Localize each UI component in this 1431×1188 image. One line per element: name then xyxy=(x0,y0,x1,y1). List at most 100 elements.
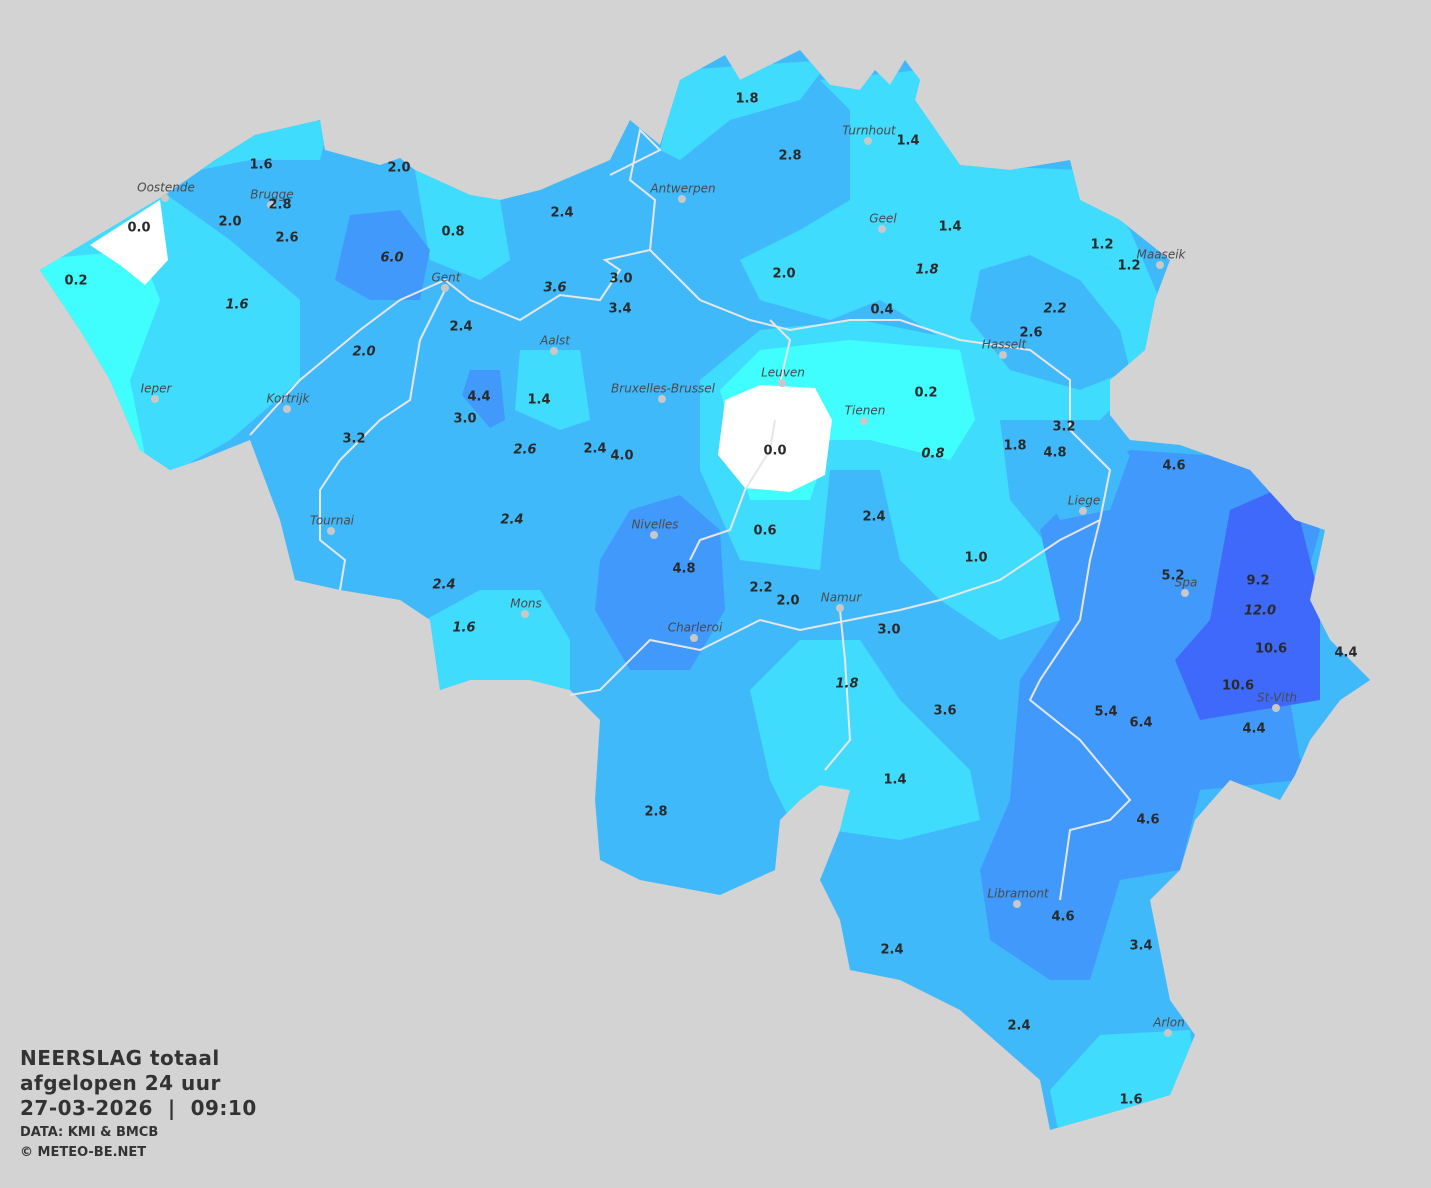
zone-gent-dark xyxy=(335,210,430,300)
precipitation-value: 0.0 xyxy=(127,221,150,236)
precipitation-value: 0.6 xyxy=(753,524,776,539)
precipitation-value: 4.8 xyxy=(1043,446,1066,461)
river-line xyxy=(569,519,1101,696)
precipitation-value: 2.6 xyxy=(513,443,536,458)
city-label: Mons xyxy=(510,597,542,611)
precipitation-value: 9.2 xyxy=(1246,574,1269,589)
precipitation-value: 6.4 xyxy=(1129,716,1152,731)
precipitation-value: 2.4 xyxy=(550,206,573,221)
precipitation-value: 0.8 xyxy=(921,447,944,462)
city-label: Ieper xyxy=(141,382,173,396)
city-label: Kortrijk xyxy=(267,392,311,406)
map-legend: NEERSLAG totaal afgelopen 24 uur 27-03-2… xyxy=(20,1046,257,1163)
zone-aalst-dark xyxy=(462,370,505,428)
city-marker xyxy=(778,379,786,387)
city-label: Turnhout xyxy=(842,124,897,138)
precipitation-value: 2.8 xyxy=(268,198,291,213)
precipitation-value: 10.6 xyxy=(1255,642,1287,657)
precipitation-value: 3.0 xyxy=(877,623,900,638)
city-label: Antwerpen xyxy=(649,182,715,196)
precipitation-value: 2.6 xyxy=(1019,326,1042,341)
city-marker xyxy=(999,351,1007,359)
precipitation-value: 4.6 xyxy=(1051,910,1074,925)
precipitation-value: 5.2 xyxy=(1161,569,1184,584)
precipitation-value: 3.6 xyxy=(933,704,956,719)
precipitation-value: 0.2 xyxy=(64,274,87,289)
precipitation-value: 0.0 xyxy=(763,444,786,459)
city-label: Arlon xyxy=(1152,1016,1184,1030)
city-label: Bruxelles-Brussel xyxy=(611,382,716,396)
precipitation-value: 2.8 xyxy=(644,805,667,820)
precipitation-value: 2.0 xyxy=(772,267,795,282)
precipitation-value: 1.4 xyxy=(527,393,550,408)
precipitation-value: 3.0 xyxy=(609,272,632,287)
city-marker xyxy=(151,395,159,403)
city-label: Namur xyxy=(821,591,863,605)
zone-hasselt xyxy=(970,255,1130,390)
city-marker xyxy=(860,417,868,425)
city-marker xyxy=(690,634,698,642)
city-marker xyxy=(1013,900,1021,908)
city-marker xyxy=(1156,261,1164,269)
precipitation-value: 3.0 xyxy=(453,412,476,427)
precipitation-value: 2.2 xyxy=(1043,302,1066,317)
precipitation-value: 1.6 xyxy=(249,158,272,173)
precipitation-value: 1.8 xyxy=(915,263,938,278)
precipitation-value: 2.4 xyxy=(862,510,885,525)
precipitation-value: 1.2 xyxy=(1090,238,1113,253)
precipitation-value: 2.0 xyxy=(218,215,241,230)
city-label: Brugge xyxy=(250,188,293,202)
precipitation-value: 2.4 xyxy=(432,578,455,593)
precipitation-value: 1.6 xyxy=(452,621,475,636)
precipitation-value: 3.2 xyxy=(342,432,365,447)
precipitation-value: 4.4 xyxy=(1334,646,1357,661)
river-line xyxy=(249,248,1132,901)
city-label: Liege xyxy=(1068,494,1100,508)
zone-oostende-zero xyxy=(90,200,168,285)
city-marker xyxy=(878,225,886,233)
city-marker xyxy=(658,395,666,403)
zone-south-light xyxy=(750,640,980,840)
city-label: Tienen xyxy=(845,404,886,418)
zone-nivelles-dark xyxy=(595,495,725,670)
city-marker xyxy=(441,284,449,292)
city-marker xyxy=(650,531,658,539)
precipitation-value: 1.0 xyxy=(964,551,987,566)
city-marker xyxy=(161,194,169,202)
city-label: Hasselt xyxy=(982,338,1028,352)
precipitation-value: 3.4 xyxy=(1129,939,1152,954)
precipitation-value: 1.4 xyxy=(896,134,919,149)
city-label: Nivelles xyxy=(631,518,678,532)
precipitation-value: 2.0 xyxy=(776,594,799,609)
precipitation-value: 2.2 xyxy=(749,581,772,596)
city-label: Maaseik xyxy=(1137,248,1187,262)
precipitation-value: 10.6 xyxy=(1222,679,1254,694)
city-label: Oostende xyxy=(137,181,195,195)
city-label: Geel xyxy=(869,212,897,226)
zone-aalst-light xyxy=(515,350,590,430)
city-marker xyxy=(1181,589,1189,597)
precipitation-value: 2.4 xyxy=(583,442,606,457)
legend-period: afgelopen 24 uur xyxy=(20,1071,221,1095)
zone-stvith-max xyxy=(1175,488,1320,720)
precipitation-value: 1.4 xyxy=(883,773,906,788)
precipitation-value: 4.8 xyxy=(672,562,695,577)
precipitation-value: 1.2 xyxy=(1117,259,1140,274)
city-label: Aalst xyxy=(539,334,571,348)
city-marker xyxy=(327,527,335,535)
precipitation-value: 4.0 xyxy=(610,449,633,464)
precipitation-value: 2.8 xyxy=(778,149,801,164)
precipitation-value: 3.2 xyxy=(1052,420,1075,435)
legend-title: NEERSLAG totaal xyxy=(20,1046,220,1070)
precipitation-value: 1.6 xyxy=(225,298,248,313)
city-label: Tournai xyxy=(310,514,355,528)
precipitation-value: 2.0 xyxy=(387,161,410,176)
precipitation-value: 1.8 xyxy=(835,677,858,692)
precipitation-value: 2.4 xyxy=(449,320,472,335)
precipitation-value: 4.6 xyxy=(1136,813,1159,828)
city-marker xyxy=(550,347,558,355)
zone-leuven-zero xyxy=(718,385,832,492)
city-marker xyxy=(521,610,529,618)
